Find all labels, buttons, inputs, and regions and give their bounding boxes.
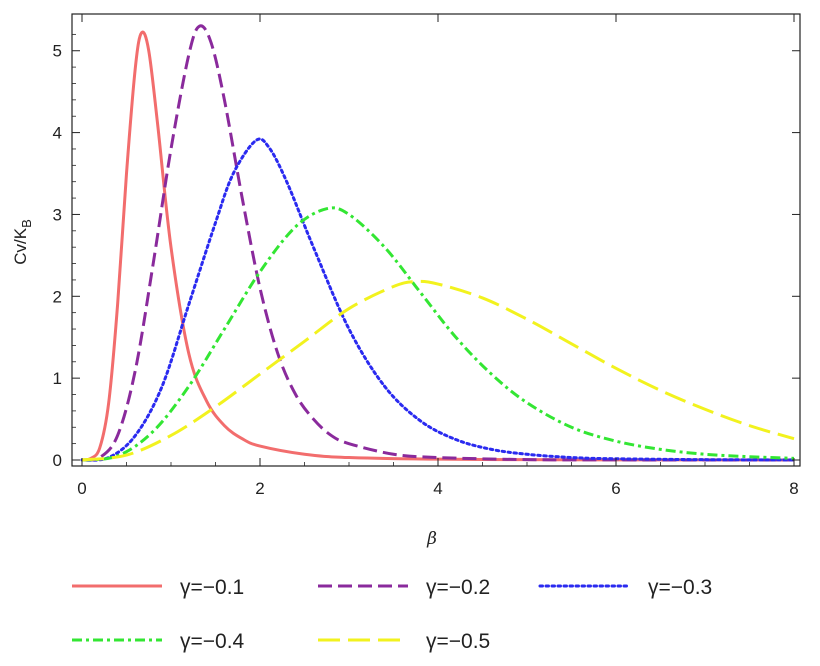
y-axis-ticks: 0 1 2 3 4 5 <box>53 33 800 470</box>
y-tick-label: 2 <box>53 287 62 306</box>
series-curves <box>80 24 796 462</box>
plot-frame <box>71 13 801 467</box>
legend: γ=−0.1 γ=−0.2 γ=−0.3 γ=−0.4 γ=−0.5 <box>72 576 712 653</box>
x-tick-label: 4 <box>433 479 442 498</box>
y-axis-label: Cv/KB <box>11 219 34 265</box>
series-line-2 <box>81 24 795 462</box>
series-line-3 <box>80 137 796 462</box>
legend-label-2: γ=−0.2 <box>426 576 490 599</box>
y-tick-label: 4 <box>53 124 62 143</box>
series-line-1 <box>81 30 795 462</box>
x-axis-ticks: 0 2 4 6 8 <box>77 14 799 498</box>
x-tick-label: 2 <box>255 479 264 498</box>
legend-label-3: γ=−0.3 <box>648 576 712 599</box>
y-tick-label: 1 <box>53 369 62 388</box>
x-tick-label: 8 <box>789 479 798 498</box>
x-tick-label: 6 <box>611 479 620 498</box>
y-tick-label: 3 <box>53 205 62 224</box>
x-axis-label: β <box>426 529 437 549</box>
legend-label-5: γ=−0.5 <box>426 630 490 653</box>
y-tick-label: 0 <box>53 451 62 470</box>
y-axis-label-sub: B <box>19 219 34 228</box>
y-tick-label: 5 <box>53 42 62 61</box>
series-line-4 <box>81 206 795 462</box>
y-axis-label-main: Cv/K <box>11 227 30 265</box>
svg-text:Cv/KB: Cv/KB <box>11 219 34 265</box>
series-line-5 <box>81 279 795 462</box>
legend-label-4: γ=−0.4 <box>180 630 245 653</box>
x-tick-label: 0 <box>77 479 86 498</box>
legend-label-1: γ=−0.1 <box>180 576 244 599</box>
